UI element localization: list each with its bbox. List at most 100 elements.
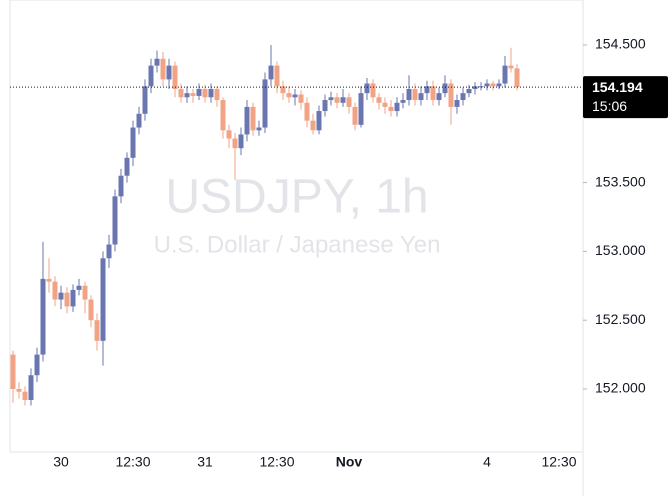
candle-body — [244, 106, 250, 135]
candle-body — [358, 93, 364, 125]
candle-body — [22, 391, 28, 400]
candle-body — [442, 83, 448, 94]
candle-body — [388, 106, 394, 112]
y-tick-label: 152.000 — [595, 380, 646, 396]
last-price-box — [583, 76, 668, 119]
candle-body — [196, 89, 202, 96]
countdown-label: 15:06 — [592, 98, 627, 114]
candle-body — [310, 120, 316, 131]
candle-body — [484, 83, 490, 87]
x-tick-label: Nov — [336, 454, 363, 470]
watermark-description: U.S. Dollar / Japanese Yen — [154, 231, 441, 258]
candle-body — [82, 285, 88, 300]
candle-body — [106, 244, 112, 259]
candle-body — [28, 375, 34, 400]
candle-body — [454, 100, 460, 107]
candle-body — [52, 281, 58, 300]
candle-body — [334, 97, 340, 103]
candle-body — [352, 106, 358, 125]
candle-body — [214, 89, 220, 101]
candle-body — [226, 130, 232, 139]
candle-body — [76, 285, 82, 290]
candle-body — [322, 100, 328, 112]
candle-body — [406, 89, 412, 101]
candle-body — [172, 65, 178, 90]
candle-body — [412, 89, 418, 101]
x-tick-label: 12:30 — [259, 454, 294, 470]
candle-body — [418, 93, 424, 101]
candle-body — [142, 86, 148, 114]
y-tick-label: 153.500 — [595, 173, 646, 189]
candle-body — [274, 65, 280, 87]
candle-body — [184, 93, 190, 98]
candle-body — [190, 93, 196, 96]
candle-body — [16, 388, 22, 392]
candle-body — [460, 93, 466, 101]
candle-body — [208, 89, 214, 98]
y-tick-label: 154.500 — [595, 36, 646, 52]
candle-body — [160, 58, 166, 80]
candle-body — [292, 94, 298, 98]
candle-body — [40, 278, 46, 355]
candle-body — [502, 65, 508, 84]
x-tick-label: 30 — [53, 454, 69, 470]
candle-body — [34, 354, 40, 376]
candle-body — [346, 97, 352, 107]
candle-body — [382, 102, 388, 107]
candle-body — [370, 83, 376, 98]
candle-body — [250, 106, 256, 131]
candle-body — [238, 134, 244, 149]
y-tick-label: 153.000 — [595, 242, 646, 258]
candle-body — [94, 320, 100, 341]
candle-body — [298, 94, 304, 103]
candle-body — [64, 292, 70, 307]
candle-body — [178, 89, 184, 98]
candle-body — [70, 289, 76, 307]
candle-body — [46, 278, 52, 282]
y-tick-label: 152.500 — [595, 311, 646, 327]
candle-body — [88, 299, 94, 321]
candle-body — [448, 83, 454, 107]
candle-body — [148, 65, 154, 87]
x-tick-label: 12:30 — [541, 454, 576, 470]
candle-body — [112, 196, 118, 245]
candle-body — [328, 97, 334, 101]
x-tick-label: 31 — [197, 454, 213, 470]
candle-body — [166, 65, 172, 80]
candle-body — [58, 292, 64, 300]
candle-body — [376, 97, 382, 103]
candle-body — [316, 111, 322, 131]
last-price-label: 154.194 — [592, 79, 643, 95]
candle-body — [124, 157, 130, 176]
candle-body — [394, 102, 400, 112]
candle-body — [256, 127, 262, 131]
plot-frame — [9, 0, 584, 453]
candle-body — [424, 86, 430, 94]
candle-body — [364, 83, 370, 94]
candle-body — [430, 86, 436, 101]
candle-body — [286, 93, 292, 98]
candle-body — [154, 58, 160, 66]
candle-body — [220, 100, 226, 131]
candle-body — [202, 89, 208, 98]
x-tick-label: 4 — [483, 454, 491, 470]
candle-body — [100, 258, 106, 341]
candle-body — [118, 175, 124, 197]
candle-body — [400, 100, 406, 103]
candle-body — [262, 79, 268, 128]
candle-body — [10, 354, 16, 389]
candle-body — [268, 65, 274, 80]
candle-body — [466, 89, 472, 94]
watermark-symbol: USDJPY, 1h — [165, 171, 428, 224]
candle-body — [136, 113, 142, 128]
candle-body — [436, 93, 442, 101]
candle-body — [490, 83, 496, 87]
candle-body — [514, 68, 520, 88]
candle-body — [130, 127, 136, 158]
candle-body — [304, 102, 310, 121]
candle-body — [280, 86, 286, 94]
x-tick-label: 12:30 — [115, 454, 150, 470]
candle-body — [232, 138, 238, 149]
candle-body — [340, 97, 346, 103]
